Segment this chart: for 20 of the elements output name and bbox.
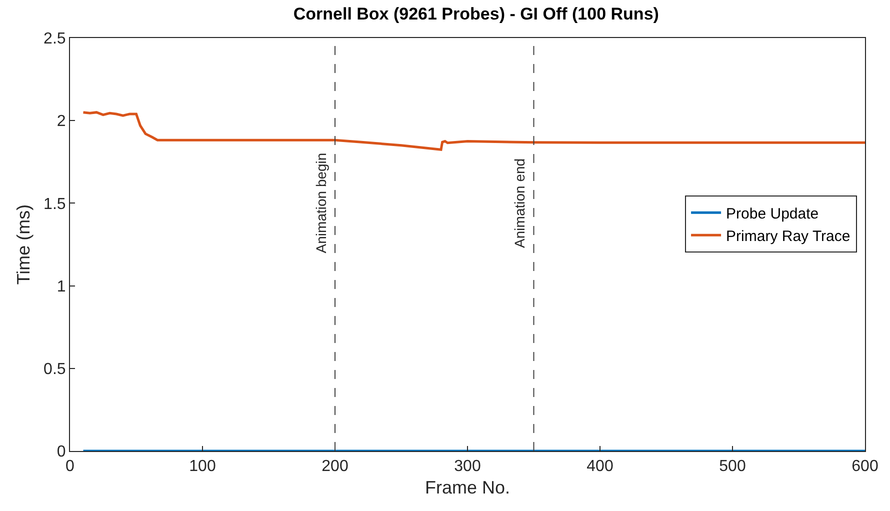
x-tick-label: 100 [189,458,216,476]
ref-line-label: Animation end [512,158,528,248]
x-tick-label: 300 [454,458,481,476]
x-tick-label: 600 [852,458,878,476]
y-axis-title: Time (ms) [14,204,34,285]
x-axis-title: Frame No. [424,477,510,498]
x-tick-label: 200 [322,458,348,476]
legend-label: Probe Update [726,205,819,222]
x-tick-label: 400 [586,458,614,476]
legend-label: Primary Ray Trace [726,228,850,245]
x-tick-label: 500 [719,458,746,476]
y-tick-label: 0.5 [44,361,66,378]
chart-title: Cornell Box (9261 Probes) - GI Off (100 Runs) [293,4,659,24]
y-tick-label: 1.5 [44,196,66,213]
y-tick-label: 0 [56,444,66,461]
ref-line-label: Animation begin [312,152,329,254]
y-tick-label: 2 [56,113,66,130]
line-series [82,111,865,151]
y-tick-label: 2.5 [44,30,66,48]
y-tick-label: 1 [56,278,66,296]
